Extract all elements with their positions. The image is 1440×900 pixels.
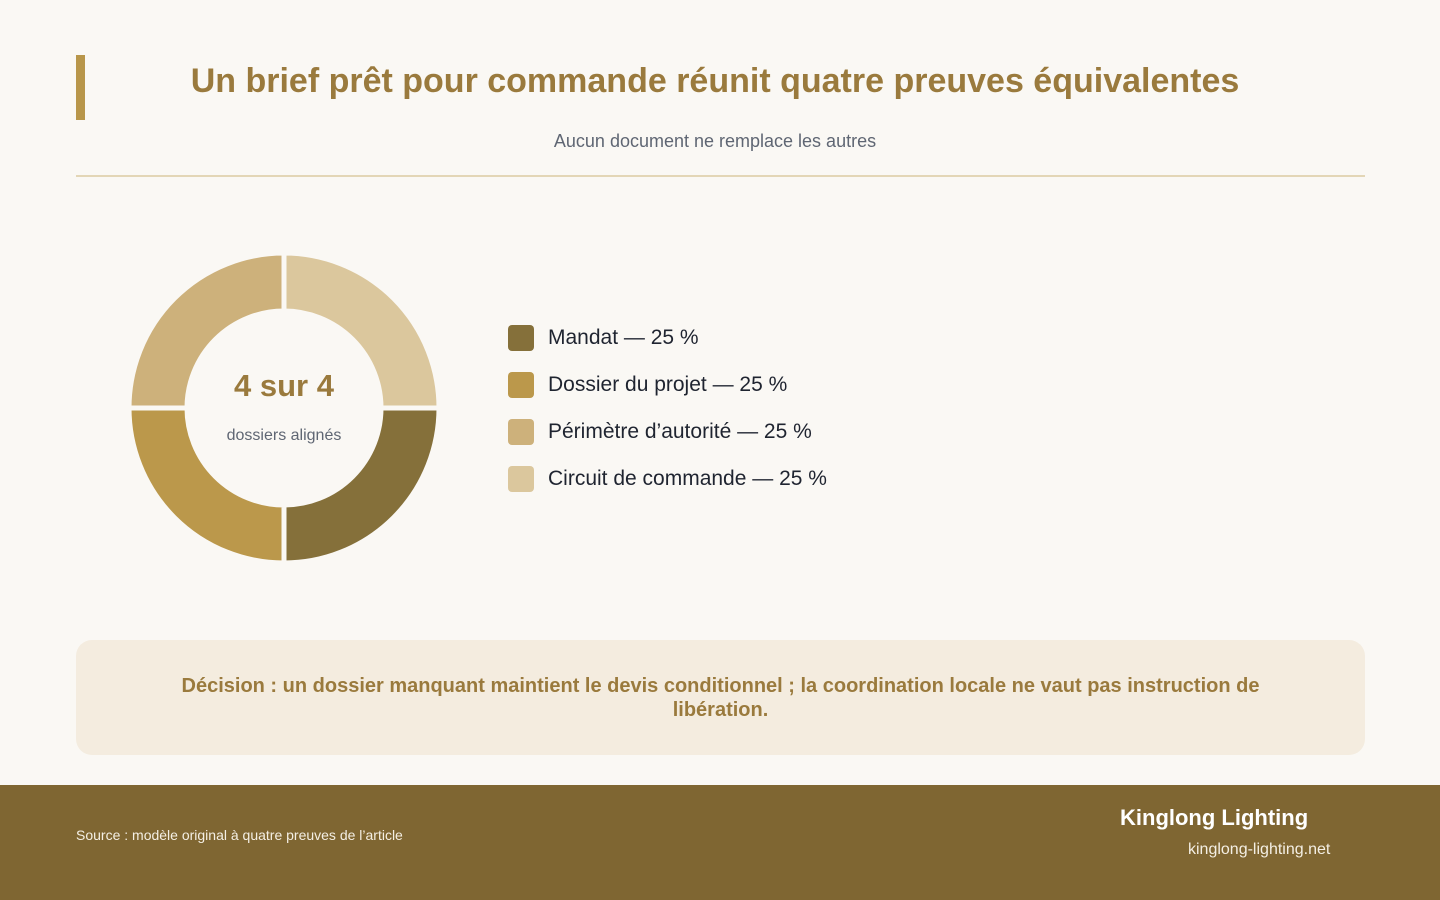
donut-slice-1 [126,405,287,566]
legend-label: Périmètre d’autorité — 25 % [548,419,812,443]
legend-label: Circuit de commande — 25 % [548,466,827,490]
legend-item-perimetre-autorite: Périmètre d’autorité — 25 % [508,408,827,455]
donut-slice-2 [126,250,287,411]
page-subtitle: Aucun document ne remplace les autres [553,131,877,151]
legend-item-mandat: Mandat — 25 % [508,314,827,361]
footer-url-link[interactable]: kinglong-lighting.net [1188,841,1331,858]
legend-label: Dossier du projet — 25 % [548,372,788,396]
legend-item-dossier-projet: Dossier du projet — 25 % [508,361,827,408]
footer-brand: Kinglong Lighting [1120,805,1309,830]
decision-text: Décision : un dossier manquant maintient… [181,674,1260,721]
donut-center-label: dossiers alignés [226,427,342,444]
donut-slice-3 [281,250,442,411]
legend-swatch [508,371,534,398]
legend-item-circuit-commande: Circuit de commande — 25 % [508,455,827,502]
footer-source: Source : modèle original à quatre preuve… [76,827,403,843]
page-title: Un brief prêt pour commande réunit quatr… [190,62,1240,100]
legend-swatch [508,465,534,492]
donut-slice-0 [281,405,442,566]
footer: Source : modèle original à quatre preuve… [0,785,1440,900]
donut-chart [126,250,442,566]
header-divider [76,175,1365,177]
donut-center-value: 4 sur 4 [234,368,334,403]
decision-callout: Décision : un dossier manquant maintient… [76,640,1365,755]
chart-legend: Mandat — 25 % Dossier du projet — 25 % P… [508,314,827,502]
legend-label: Mandat — 25 % [548,325,699,349]
legend-swatch [508,418,534,445]
legend-swatch [508,324,534,351]
title-accent-bar [76,55,85,120]
